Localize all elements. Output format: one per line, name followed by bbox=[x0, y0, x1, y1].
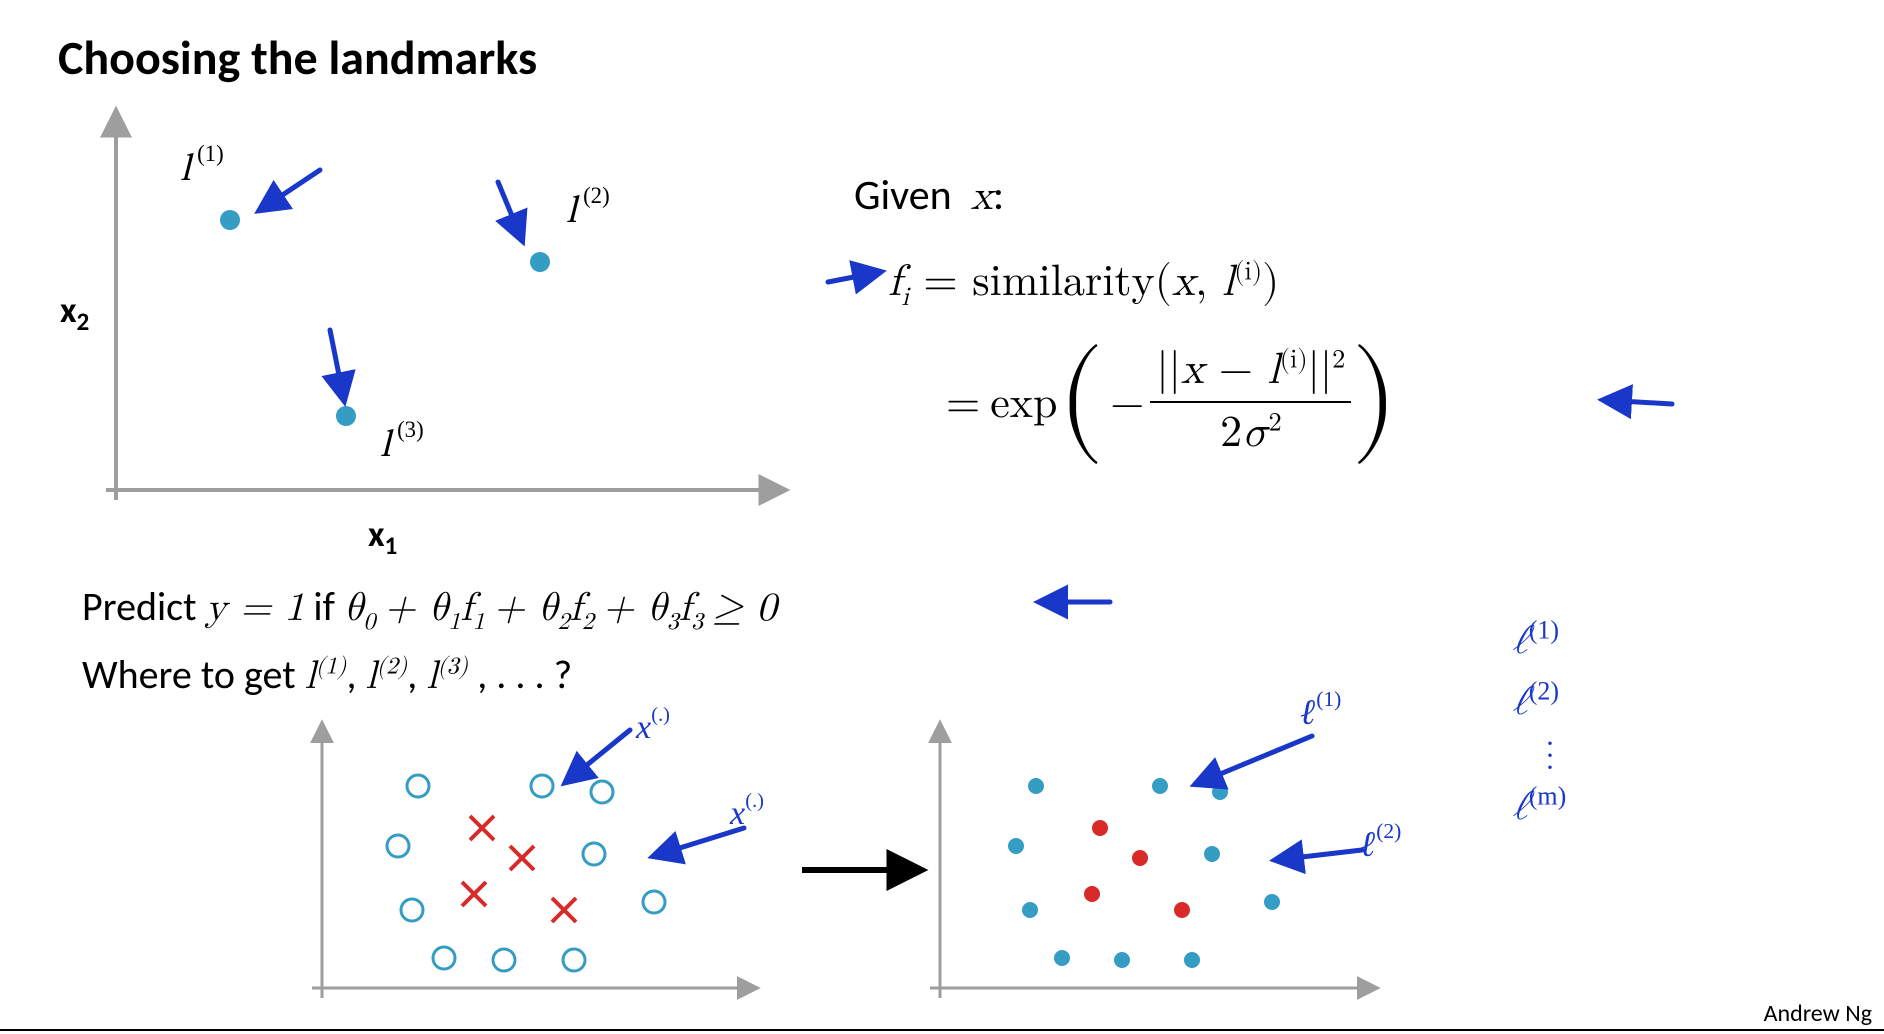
svg-text:l: l bbox=[380, 428, 394, 466]
svg-text:(1): (1) bbox=[197, 141, 224, 166]
svg-text:(.): (.) bbox=[745, 790, 764, 812]
svg-text:(1): (1) bbox=[1316, 687, 1341, 711]
svg-text:l: l bbox=[566, 194, 580, 232]
svg-text:ℓ: ℓ bbox=[1360, 824, 1375, 864]
svg-text:l: l bbox=[180, 152, 194, 190]
diagram-canvas: l(1)l(2)l(3)x(.)x(.)ℓ(1)ℓ(2) bbox=[0, 0, 1884, 1034]
svg-text:(2): (2) bbox=[1376, 819, 1401, 843]
svg-text:(2): (2) bbox=[583, 183, 610, 208]
svg-text:x: x bbox=[635, 709, 651, 746]
svg-text:(.): (.) bbox=[651, 704, 670, 726]
slide: Choosing the landmarks x2 x1 Given x: fi… bbox=[0, 0, 1884, 1034]
svg-text:x: x bbox=[729, 795, 745, 832]
svg-text:(3): (3) bbox=[397, 417, 424, 442]
svg-text:ℓ: ℓ bbox=[1300, 692, 1315, 732]
